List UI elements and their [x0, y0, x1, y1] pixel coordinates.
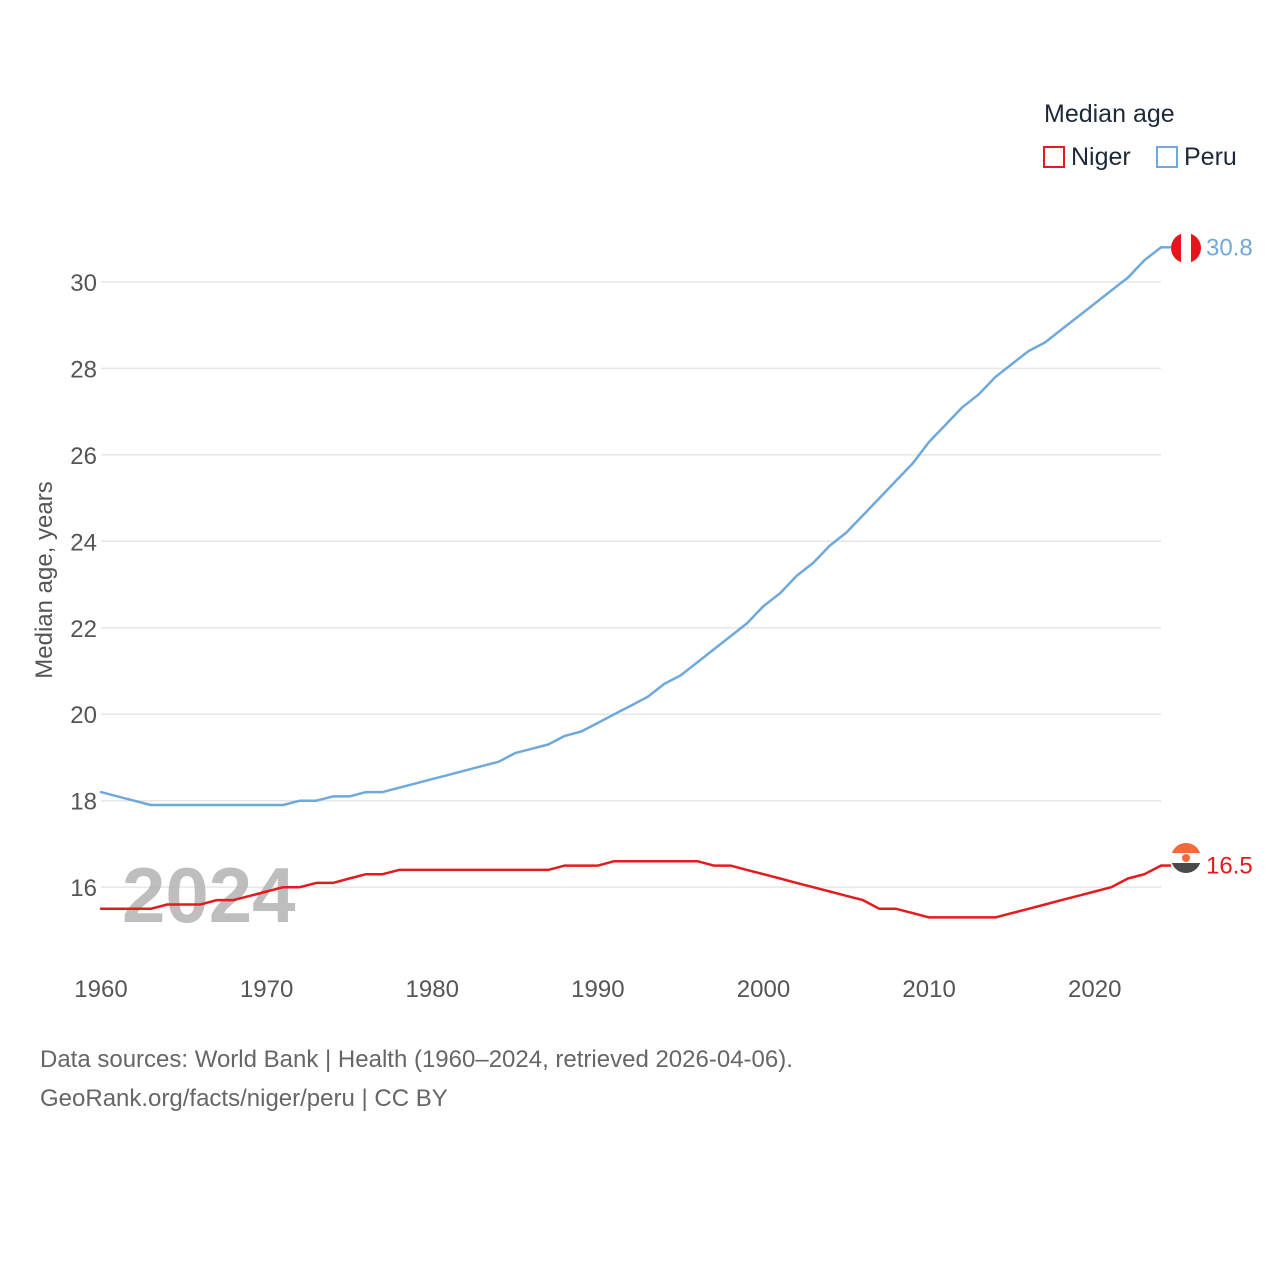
y-tick-label: 30 — [70, 270, 97, 297]
y-tick-label: 26 — [70, 443, 97, 470]
legend-title: Median age — [1044, 100, 1175, 128]
peru-flag-icon — [1171, 233, 1201, 263]
x-tick-label: 1990 — [571, 976, 624, 1003]
y-axis-label: Median age, years — [31, 481, 58, 678]
x-axis-ticks: 1960 1970 1980 1990 2000 2010 2020 — [74, 976, 1121, 1003]
y-tick-label: 24 — [70, 529, 97, 556]
end-labels: 16.5 30.8 — [1206, 234, 1253, 879]
legend-swatch-peru — [1156, 146, 1178, 168]
footer-source: Data sources: World Bank | Health (1960–… — [40, 1046, 793, 1073]
legend-label-peru: Peru — [1184, 142, 1237, 171]
x-tick-label: 2000 — [737, 976, 790, 1003]
y-tick-label: 22 — [70, 616, 97, 643]
x-tick-label: 1970 — [240, 976, 293, 1003]
y-tick-label: 28 — [70, 356, 97, 383]
x-tick-label: 2010 — [902, 976, 955, 1003]
x-tick-label: 1980 — [406, 976, 459, 1003]
end-markers — [1171, 233, 1201, 873]
legend-swatch-niger — [1043, 146, 1065, 168]
grid-lines — [101, 281, 1161, 888]
series-line-peru[interactable] — [99, 246, 1163, 807]
y-tick-label: 20 — [70, 702, 97, 729]
end-label-niger: 16.5 — [1206, 853, 1253, 880]
y-tick-label: 16 — [70, 875, 97, 902]
legend-item-niger[interactable]: Niger — [1043, 142, 1131, 172]
legend-item-peru[interactable]: Peru — [1156, 142, 1237, 172]
footer-credit[interactable]: GeoRank.org/facts/niger/peru | CC BY — [40, 1085, 448, 1112]
y-tick-label: 18 — [70, 789, 97, 816]
y-axis-ticks: 16 18 20 22 24 26 28 30 — [70, 270, 97, 902]
legend-label-niger: Niger — [1071, 142, 1131, 171]
year-watermark: 2024 — [122, 851, 296, 939]
end-label-peru: 30.8 — [1206, 234, 1253, 261]
x-tick-label: 2020 — [1068, 976, 1121, 1003]
series-lines — [99, 246, 1171, 919]
x-tick-label: 1960 — [74, 976, 127, 1003]
series-line-niger[interactable] — [99, 859, 1163, 919]
niger-flag-icon — [1171, 843, 1201, 873]
